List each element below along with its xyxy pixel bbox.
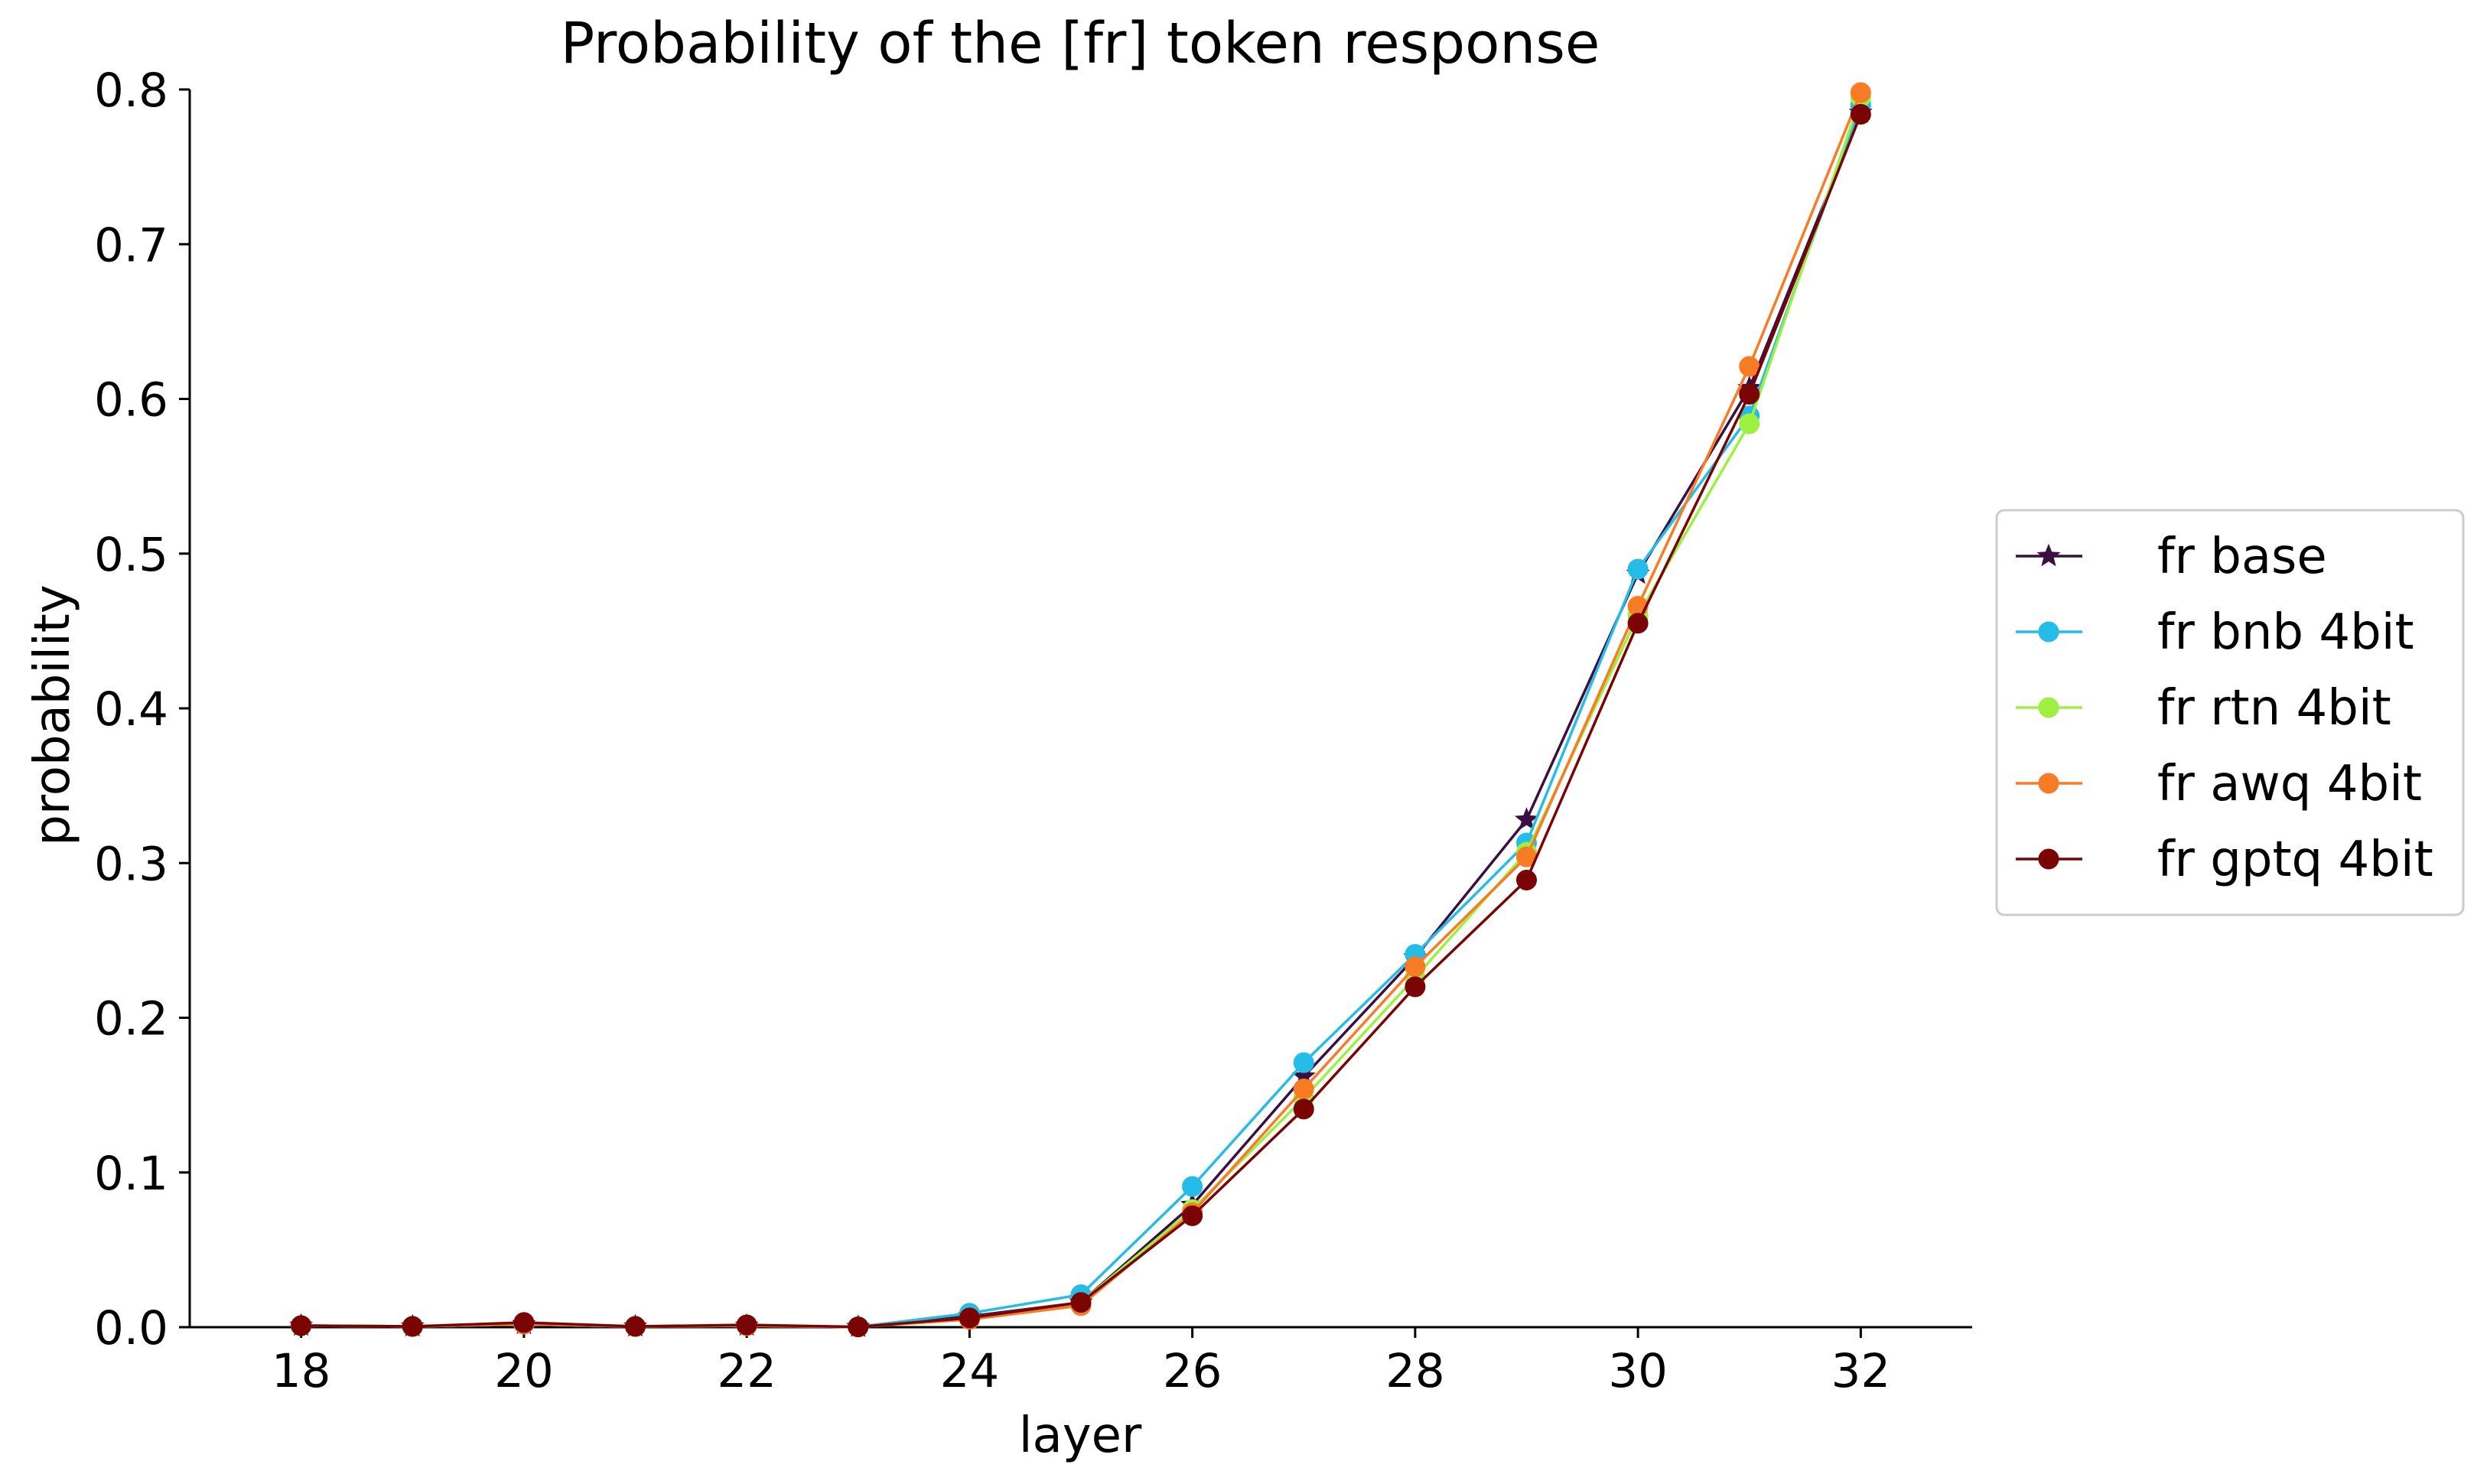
legend-item: fr rtn 4bit — [2016, 680, 2391, 737]
y-tick-label: 0.0 — [94, 1301, 168, 1355]
y-tick-label: 0.2 — [94, 992, 168, 1046]
data-point — [1514, 807, 1539, 830]
plot-area: 18 20 22 24 26 28 30 32 0.0 0.1 0.2 0.3 0.4 0.5 0.6 0.7… — [94, 63, 1972, 1398]
x-axis-label: layer — [1019, 1408, 1142, 1464]
y-tick-label: 0.5 — [94, 528, 168, 582]
data-point — [1293, 1098, 1314, 1120]
series-line — [301, 113, 1863, 1329]
x-tick-label: 18 — [272, 1344, 331, 1398]
y-tick-label: 0.1 — [94, 1147, 168, 1201]
data-point — [1739, 413, 1760, 434]
legend-marker — [2038, 848, 2059, 870]
data-point — [1850, 82, 1871, 103]
data-point — [1293, 1052, 1314, 1073]
data-point — [736, 1314, 757, 1336]
data-point — [291, 1315, 312, 1336]
series-fr-bnb-4bit — [291, 94, 1871, 1338]
legend: fr base fr bnb 4bit fr rtn 4bit fr awq 4bit… — [1995, 509, 2465, 916]
y-tick-label: 0.7 — [94, 218, 168, 272]
legend-item: fr awq 4bit — [2016, 756, 2422, 812]
series-line — [301, 112, 1863, 1329]
x-tick-label: 22 — [717, 1344, 776, 1398]
data-point — [1516, 869, 1537, 890]
legend-label: fr rtn 4bit — [2157, 680, 2391, 737]
y-tick-label: 0.6 — [94, 373, 168, 428]
y-tick-label: 0.4 — [94, 682, 168, 737]
data-point — [513, 1312, 535, 1333]
legend-marker — [2038, 773, 2059, 794]
x-tick-label: 30 — [1608, 1344, 1668, 1398]
legend-box — [1995, 509, 2465, 916]
y-axis-label: probability — [24, 584, 81, 845]
series-fr-rtn-4bit — [291, 86, 1871, 1338]
data-point — [1627, 613, 1649, 634]
x-tick-label: 28 — [1385, 1344, 1445, 1398]
data-point — [959, 1307, 980, 1329]
data-point — [1627, 558, 1649, 580]
legend-item: fr base — [2016, 529, 2327, 585]
legend-marker — [2038, 621, 2059, 643]
x-tick-label: 20 — [494, 1344, 554, 1398]
legend-label: fr bnb 4bit — [2157, 604, 2414, 661]
data-point — [1182, 1205, 1203, 1226]
legend-marker — [2036, 543, 2061, 567]
series-fr-base — [289, 99, 1873, 1337]
data-point — [848, 1316, 869, 1338]
y-tick-label: 0.8 — [94, 63, 168, 118]
legend-item: fr gptq 4bit — [2016, 831, 2433, 888]
x-tick-label: 26 — [1163, 1344, 1222, 1398]
legend-item: fr bnb 4bit — [2016, 604, 2414, 661]
data-point — [625, 1316, 646, 1337]
legend-marker — [2038, 697, 2059, 718]
x-tick-label: 24 — [940, 1344, 1000, 1398]
series-line — [301, 96, 1863, 1329]
data-point — [1293, 1079, 1314, 1100]
series-fr-gptq-4bit — [291, 103, 1871, 1338]
chart-title: Probability of the [fr] token response — [561, 11, 1600, 76]
data-point — [1405, 976, 1426, 997]
series-line — [301, 92, 1863, 1329]
data-point — [402, 1316, 423, 1337]
legend-label: fr base — [2157, 529, 2327, 585]
series-line — [301, 104, 1863, 1329]
x-tick-label: 32 — [1831, 1344, 1891, 1398]
data-point — [1739, 383, 1760, 405]
data-point — [1405, 956, 1426, 978]
data-point — [1182, 1176, 1203, 1197]
data-point — [1070, 1292, 1092, 1313]
legend-label: fr awq 4bit — [2157, 756, 2422, 812]
series-fr-awq-4bit — [291, 82, 1871, 1338]
y-tick-label: 0.3 — [94, 837, 168, 891]
data-point — [1850, 103, 1871, 125]
legend-label: fr gptq 4bit — [2157, 831, 2433, 888]
